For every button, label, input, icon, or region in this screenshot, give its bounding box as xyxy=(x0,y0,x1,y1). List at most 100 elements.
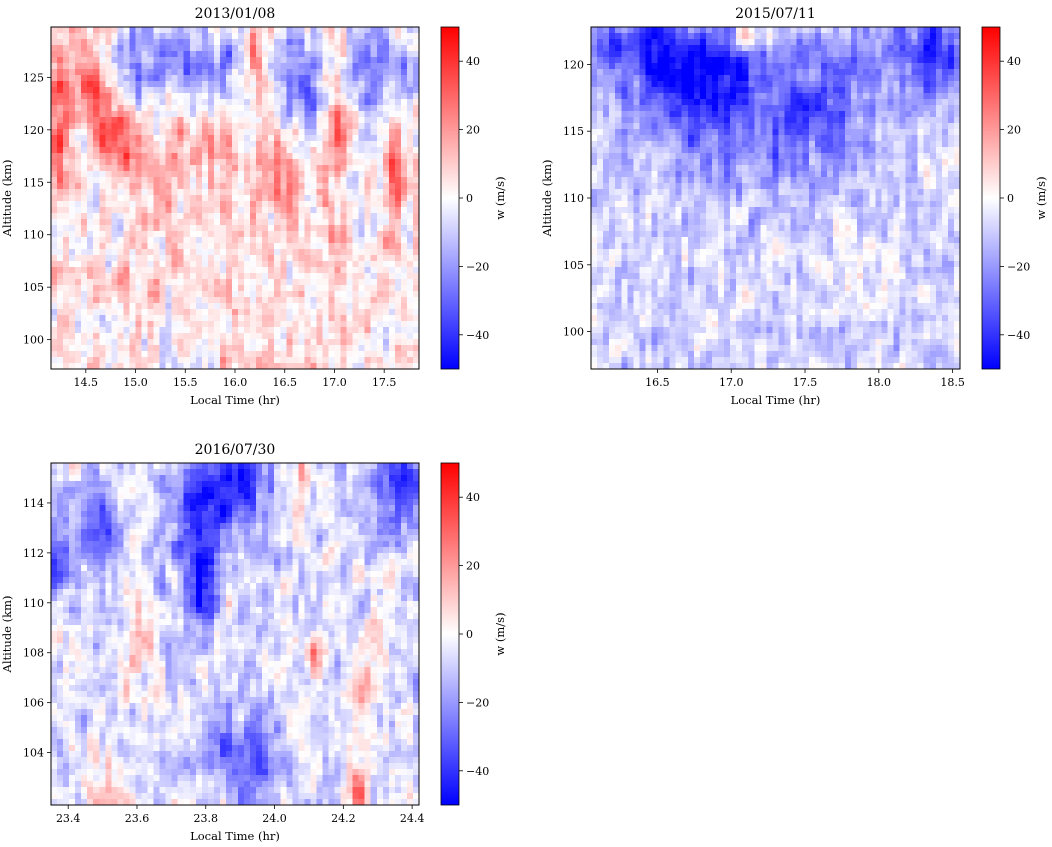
heatmap-cell xyxy=(87,129,94,136)
heatmap-cell xyxy=(736,39,743,46)
heatmap-cell xyxy=(159,57,167,64)
heatmap-cell xyxy=(87,45,94,52)
heatmap-cell xyxy=(189,249,197,256)
heatmap-cell xyxy=(663,159,671,166)
heatmap-cell xyxy=(857,63,864,70)
heatmap-cell xyxy=(57,219,64,226)
heatmap-cell xyxy=(412,309,420,316)
heatmap-cell xyxy=(165,363,173,370)
heatmap-cell xyxy=(183,33,191,40)
heatmap-cell xyxy=(111,111,118,118)
heatmap-cell xyxy=(111,273,118,280)
heatmap-cell xyxy=(135,291,143,298)
heatmap-cell xyxy=(370,87,378,94)
heatmap-cell xyxy=(893,159,901,166)
heatmap-cell xyxy=(189,279,197,286)
heatmap-cell xyxy=(621,93,628,100)
heatmap-cell xyxy=(328,237,336,244)
heatmap-cell xyxy=(669,105,677,112)
heatmap-cell xyxy=(244,99,251,106)
heatmap-cell xyxy=(388,333,396,340)
heatmap-cell xyxy=(87,141,94,148)
heatmap-cell xyxy=(358,309,366,316)
heatmap-cell xyxy=(845,45,852,52)
heatmap-cell xyxy=(802,45,810,52)
heatmap-cell xyxy=(639,111,647,118)
heatmap-cell xyxy=(129,261,137,268)
heatmap-cell xyxy=(129,159,137,166)
heatmap-cell xyxy=(256,81,263,88)
heatmap-cell xyxy=(887,57,895,64)
heatmap-cell xyxy=(346,285,354,292)
heatmap-cell xyxy=(382,279,390,286)
heatmap-cell xyxy=(250,327,257,334)
heatmap-cell xyxy=(111,39,118,46)
heatmap-cell xyxy=(609,57,616,64)
heatmap-cell xyxy=(75,153,82,160)
heatmap-cell xyxy=(406,345,414,352)
heatmap-cell xyxy=(742,57,749,64)
heatmap-cell xyxy=(195,255,203,262)
heatmap-cell xyxy=(681,165,689,172)
heatmap-cell xyxy=(219,177,227,184)
heatmap-cell xyxy=(177,345,185,352)
heatmap-cell xyxy=(310,75,318,82)
heatmap-cell xyxy=(316,303,324,310)
heatmap-cell xyxy=(159,333,167,340)
heatmap-cell xyxy=(75,345,82,352)
heatmap-cell xyxy=(406,273,414,280)
heatmap-cell xyxy=(99,123,106,130)
heatmap-cell xyxy=(766,129,774,136)
heatmap-cell xyxy=(346,279,354,286)
heatmap-cell xyxy=(911,141,919,148)
heatmap-cell xyxy=(286,165,293,172)
heatmap-cell xyxy=(292,267,299,274)
heatmap-cell xyxy=(394,45,402,52)
heatmap-cell xyxy=(213,309,221,316)
heatmap-cell xyxy=(195,297,203,304)
heatmap-cell xyxy=(310,237,318,244)
heatmap-cell xyxy=(633,69,640,76)
heatmap-cell xyxy=(225,291,233,298)
heatmap-cell xyxy=(87,63,94,70)
heatmap-cell xyxy=(814,129,822,136)
heatmap-cell xyxy=(370,153,378,160)
heatmap-cell xyxy=(129,351,137,358)
heatmap-cell xyxy=(63,255,70,262)
heatmap-cell xyxy=(645,51,653,58)
heatmap-cell xyxy=(406,195,414,202)
heatmap-cell xyxy=(358,159,366,166)
heatmap-cell xyxy=(111,213,118,220)
heatmap-cell xyxy=(171,261,179,268)
heatmap-cell xyxy=(268,39,275,46)
heatmap-cell xyxy=(81,321,88,328)
heatmap-cell xyxy=(165,75,173,82)
heatmap-cell xyxy=(857,69,864,76)
heatmap-cell xyxy=(370,309,378,316)
heatmap-cell xyxy=(693,27,701,34)
heatmap-cell xyxy=(675,147,683,154)
heatmap-cell xyxy=(250,249,257,256)
heatmap-cell xyxy=(268,123,275,130)
heatmap-cell xyxy=(796,135,804,142)
heatmap-cell xyxy=(316,183,324,190)
heatmap-cell xyxy=(929,33,937,40)
heatmap-cell xyxy=(911,159,919,166)
heatmap-cell xyxy=(238,195,245,202)
heatmap-cell xyxy=(316,81,324,88)
heatmap-cell xyxy=(250,45,257,52)
heatmap-cell xyxy=(941,33,949,40)
heatmap-cell xyxy=(394,291,402,298)
heatmap-cell xyxy=(651,33,659,40)
heatmap-cell xyxy=(346,87,354,94)
heatmap-cell xyxy=(195,165,203,172)
heatmap-cell xyxy=(340,315,348,322)
heatmap-cell xyxy=(772,69,780,76)
heatmap-cell xyxy=(615,105,622,112)
heatmap-cell xyxy=(376,273,384,280)
heatmap-cell xyxy=(244,315,251,322)
heatmap-cell xyxy=(250,363,257,370)
heatmap-cell xyxy=(183,111,191,118)
heatmap-cell xyxy=(274,267,281,274)
heatmap-cell xyxy=(394,51,402,58)
